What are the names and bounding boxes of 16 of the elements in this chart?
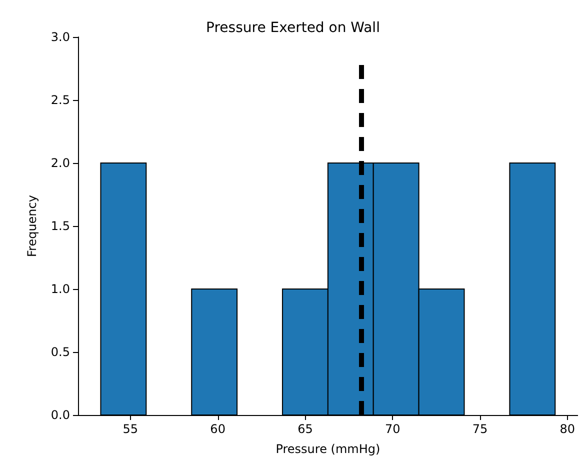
x-tick-label: 55: [122, 422, 138, 436]
chart-title: Pressure Exerted on Wall: [206, 20, 380, 36]
y-tick-label: 2.5: [50, 93, 70, 107]
x-tick-label: 75: [472, 422, 488, 436]
x-tick-label: 80: [560, 422, 576, 436]
x-tick-label: 60: [210, 422, 226, 436]
y-axis-title: Frequency: [25, 195, 39, 257]
y-tick-label: 0.0: [50, 408, 70, 422]
y-tick-label: 3.0: [50, 30, 70, 44]
y-tick-label: 2.0: [50, 156, 70, 170]
y-tick-label: 0.5: [50, 345, 70, 359]
y-tick-label: 1.0: [50, 282, 70, 296]
x-axis-title: Pressure (mmHg): [276, 442, 380, 456]
x-tick-label: 65: [298, 422, 313, 436]
y-tick-label: 1.5: [50, 219, 70, 233]
x-tick-label: 70: [384, 422, 400, 436]
